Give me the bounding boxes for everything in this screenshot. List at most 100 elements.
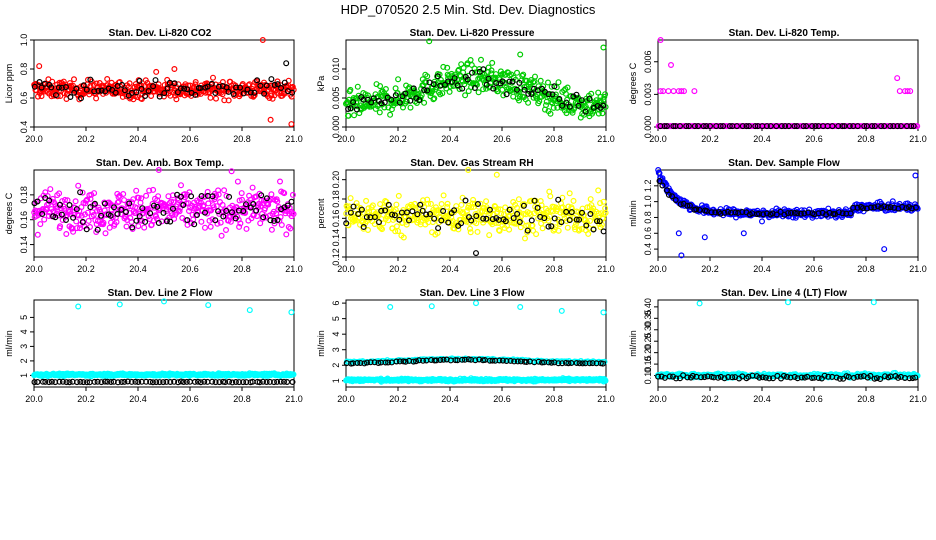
y-axis-label: percent bbox=[316, 198, 326, 229]
data-point bbox=[52, 92, 59, 99]
data-point bbox=[451, 207, 458, 214]
data-point bbox=[129, 224, 136, 231]
data-point bbox=[903, 205, 910, 212]
data-point bbox=[536, 98, 543, 105]
panel-title: Stan. Dev. Li-820 Pressure bbox=[410, 28, 535, 39]
data-point bbox=[769, 375, 776, 382]
x-tick-label: 20.4 bbox=[753, 394, 771, 404]
data-point bbox=[135, 194, 142, 201]
data-point bbox=[244, 86, 251, 93]
data-point bbox=[249, 184, 256, 191]
data-point bbox=[678, 252, 685, 259]
series-black bbox=[31, 378, 296, 386]
data-point bbox=[555, 360, 562, 367]
data-point bbox=[785, 123, 792, 130]
data-point bbox=[416, 357, 423, 364]
data-point bbox=[207, 223, 214, 230]
x-tick-label: 20.2 bbox=[701, 264, 719, 274]
x-tick-label: 20.8 bbox=[857, 264, 875, 274]
data-point bbox=[223, 207, 230, 214]
y-tick-label: 0.15 bbox=[643, 355, 653, 373]
data-point bbox=[861, 123, 868, 130]
data-point bbox=[100, 219, 107, 226]
data-point bbox=[129, 199, 136, 206]
data-point bbox=[850, 374, 857, 381]
data-point bbox=[171, 65, 178, 72]
data-point bbox=[355, 214, 362, 221]
y-axis-label: kPa bbox=[316, 76, 326, 92]
data-point bbox=[520, 202, 527, 209]
data-point bbox=[256, 379, 263, 386]
data-point bbox=[803, 123, 810, 130]
x-tick-label: 20.6 bbox=[181, 134, 199, 144]
data-point bbox=[66, 202, 73, 209]
data-point bbox=[377, 201, 384, 208]
data-point bbox=[420, 357, 427, 364]
data-point bbox=[658, 373, 665, 380]
data-point bbox=[114, 199, 121, 206]
data-point bbox=[128, 378, 135, 385]
data-point bbox=[212, 379, 219, 386]
y-tick-label: 0.14 bbox=[331, 229, 341, 247]
data-point bbox=[124, 378, 131, 385]
data-point bbox=[210, 74, 217, 81]
data-point bbox=[689, 372, 696, 379]
data-point bbox=[801, 210, 808, 217]
x-tick-label: 20.0 bbox=[649, 134, 667, 144]
data-point bbox=[483, 198, 490, 205]
data-point bbox=[79, 218, 86, 225]
data-point bbox=[881, 203, 888, 210]
data-point bbox=[56, 190, 63, 197]
data-point bbox=[155, 81, 162, 88]
y-tick-label: 3 bbox=[331, 347, 341, 352]
x-tick-label: 20.8 bbox=[545, 134, 563, 144]
data-point bbox=[139, 205, 146, 212]
data-point bbox=[821, 372, 828, 379]
y-tick-label: 0.40 bbox=[643, 298, 653, 316]
x-tick-label: 20.0 bbox=[25, 394, 43, 404]
data-point bbox=[75, 182, 82, 189]
data-point bbox=[519, 72, 526, 79]
data-point bbox=[145, 213, 152, 220]
data-point bbox=[559, 102, 566, 109]
data-point bbox=[717, 210, 724, 217]
data-point bbox=[665, 191, 672, 198]
panel-title: Stan. Dev. Line 4 (LT) Flow bbox=[721, 288, 847, 299]
data-point bbox=[531, 197, 538, 204]
data-point bbox=[905, 204, 912, 211]
y-tick-label: 0.003 bbox=[643, 83, 653, 106]
data-point bbox=[115, 198, 122, 205]
y-axis-label: Licor ppm bbox=[4, 64, 14, 104]
data-point bbox=[378, 100, 385, 107]
data-point bbox=[175, 81, 182, 88]
data-point bbox=[353, 200, 360, 207]
data-point bbox=[897, 123, 904, 130]
data-point bbox=[579, 360, 586, 367]
data-point bbox=[700, 123, 707, 130]
data-point bbox=[743, 123, 750, 130]
data-point bbox=[545, 359, 552, 366]
data-point bbox=[225, 88, 232, 95]
x-tick-label: 21.0 bbox=[909, 134, 927, 144]
data-point bbox=[107, 379, 114, 386]
data-point bbox=[70, 214, 77, 221]
data-point bbox=[427, 211, 434, 218]
data-point bbox=[254, 213, 261, 220]
data-point bbox=[881, 123, 888, 130]
data-point bbox=[167, 379, 174, 386]
data-point bbox=[438, 201, 445, 208]
data-point bbox=[670, 88, 677, 95]
data-point bbox=[516, 219, 523, 226]
data-point bbox=[147, 378, 154, 385]
data-point bbox=[729, 374, 736, 381]
data-point bbox=[62, 83, 69, 90]
x-tick-label: 20.8 bbox=[233, 134, 251, 144]
data-point bbox=[599, 110, 606, 117]
data-point bbox=[46, 197, 53, 204]
data-point bbox=[36, 63, 43, 70]
data-point bbox=[121, 378, 128, 385]
data-point bbox=[205, 200, 212, 207]
data-point bbox=[400, 234, 407, 241]
data-point bbox=[601, 93, 608, 100]
